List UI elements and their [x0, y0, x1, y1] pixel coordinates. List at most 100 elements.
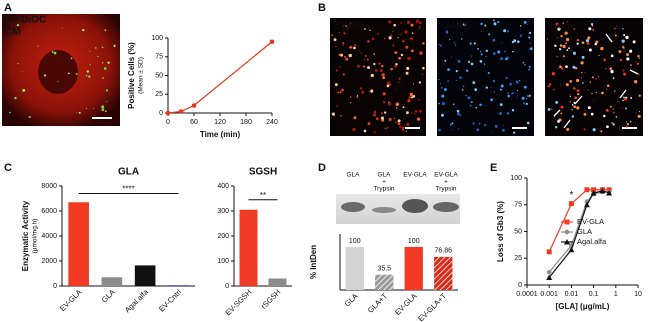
speckle: [493, 91, 495, 93]
y-tick-label: 75: [155, 54, 163, 61]
bar: [168, 285, 189, 286]
speckle: [97, 55, 99, 58]
speckle: [340, 115, 342, 117]
blot-label: +: [444, 179, 448, 186]
speckle: [614, 90, 616, 92]
y-tick-label: 0: [53, 283, 57, 290]
speckle: [89, 64, 91, 66]
speckle: [448, 38, 451, 41]
speckle: [405, 71, 409, 75]
speckle: [342, 73, 345, 76]
speckle: [398, 77, 401, 80]
speckle: [372, 113, 377, 117]
speckle: [331, 112, 335, 116]
micrograph-b1: [330, 18, 426, 136]
speckle: [383, 111, 387, 114]
speckle: [528, 66, 531, 69]
speckle: [516, 95, 518, 97]
speckle: [349, 96, 352, 98]
speckle: [583, 128, 586, 131]
speckle: [415, 109, 418, 113]
speckle: [441, 102, 446, 106]
speckle: [401, 126, 404, 129]
y-tick-label: 50: [155, 72, 163, 79]
speckle: [367, 41, 369, 43]
speckle: [522, 61, 525, 64]
speckle: [600, 46, 604, 51]
speckle: [345, 57, 348, 61]
speckle: [565, 83, 569, 87]
speckle: [590, 112, 594, 116]
speckle: [587, 106, 591, 110]
speckle: [623, 47, 625, 49]
arrow: [563, 119, 571, 129]
speckle: [493, 22, 497, 26]
speckle: [409, 92, 414, 97]
speckle: [75, 73, 78, 75]
blot-band: [433, 202, 459, 212]
x-tick-label: 0: [166, 119, 170, 126]
speckle: [467, 60, 471, 64]
speckle: [635, 61, 637, 62]
speckle: [335, 69, 338, 72]
speckle: [393, 23, 397, 27]
speckle: [576, 78, 580, 83]
speckle: [638, 115, 640, 117]
speckle: [88, 75, 91, 78]
speckle: [595, 40, 599, 44]
speckle: [338, 53, 342, 57]
speckle: [411, 49, 414, 53]
speckle: [402, 106, 405, 109]
speckle: [580, 61, 584, 65]
speckle: [405, 39, 407, 40]
speckle: [406, 111, 409, 115]
speckle: [407, 20, 411, 24]
speckle: [101, 46, 104, 49]
speckle: [494, 124, 498, 128]
speckle: [369, 29, 371, 32]
speckle: [336, 105, 338, 107]
bar: [101, 277, 123, 286]
speckle: [610, 54, 614, 58]
speckle: [14, 96, 17, 100]
speckle: [626, 53, 630, 57]
speckle: [28, 116, 31, 119]
speckle: [101, 62, 104, 64]
speckle: [581, 71, 583, 74]
speckle: [507, 92, 509, 95]
arrow: [629, 69, 639, 75]
speckle: [638, 57, 640, 59]
speckle: [104, 110, 107, 113]
speckle: [598, 54, 600, 57]
speckle: [585, 39, 590, 43]
blot-band: [402, 199, 428, 213]
speckle: [86, 70, 89, 73]
speckle: [639, 111, 641, 113]
speckle: [470, 62, 474, 66]
speckle: [470, 101, 473, 104]
speckle: [511, 109, 515, 112]
speckle: [445, 30, 448, 32]
speckle: [447, 80, 450, 83]
arrow: [574, 95, 583, 105]
speckle: [581, 41, 585, 44]
speckle: [51, 51, 54, 53]
speckle: [488, 33, 491, 36]
y-tick-label: 25: [155, 91, 163, 98]
speckle: [601, 91, 604, 95]
speckle: [586, 41, 590, 45]
speckle: [53, 51, 57, 55]
speckle: [506, 56, 509, 59]
y-label: Positive Cells (%): [127, 42, 136, 109]
speckle: [331, 34, 334, 36]
speckle: [526, 121, 530, 125]
y-tick-label: 0: [518, 282, 522, 289]
speckle: [560, 112, 563, 115]
speckle: [370, 73, 374, 78]
speckle: [621, 107, 623, 109]
speckle: [500, 57, 504, 61]
speckle: [418, 81, 422, 84]
speckle: [415, 19, 419, 23]
x-tick-label: 120: [214, 119, 226, 126]
series-line: [167, 41, 273, 114]
